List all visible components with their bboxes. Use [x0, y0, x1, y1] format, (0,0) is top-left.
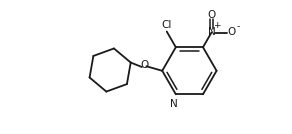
Text: N: N: [208, 27, 216, 37]
Text: O: O: [207, 10, 215, 20]
Text: Cl: Cl: [161, 20, 172, 30]
Text: -: -: [236, 22, 240, 31]
Text: O: O: [141, 60, 149, 70]
Text: O: O: [227, 27, 236, 37]
Text: N: N: [170, 99, 178, 109]
Text: +: +: [213, 21, 221, 30]
